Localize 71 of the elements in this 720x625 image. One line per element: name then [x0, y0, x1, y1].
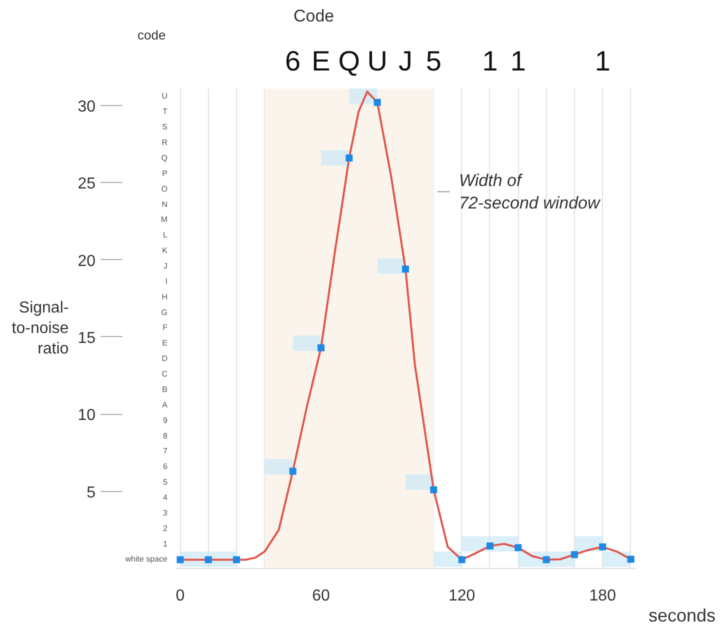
point — [486, 542, 494, 550]
text: 1 — [482, 46, 498, 76]
y-axis-title: Signal-to-noise ratio — [12, 300, 69, 358]
x-axis-title: seconds — [648, 606, 716, 625]
text: 1 — [510, 46, 526, 76]
y2-tick-label: T — [162, 107, 168, 116]
y2-tick-label: R — [162, 138, 168, 148]
point — [233, 556, 240, 564]
y2-tick-label: A — [162, 400, 168, 410]
y2-tick-label: 8 — [163, 431, 168, 440]
x-tick-label: 120 — [448, 588, 476, 604]
y2-tick-label: G — [161, 308, 168, 317]
y2-tick-label: M — [160, 215, 168, 224]
text: 6 — [285, 46, 301, 76]
y2-tick-label: 4 — [163, 493, 168, 502]
y-tick-label: 20 — [78, 252, 96, 270]
y2-tick-label: E — [162, 338, 168, 348]
y-tick-label: 5 — [86, 484, 96, 502]
point — [374, 98, 381, 106]
x-tick-label: 0 — [176, 588, 185, 604]
band-label: Width of 72-second window — [458, 170, 602, 213]
y2-tick-label: F — [162, 323, 168, 332]
x-tick-label: 60 — [312, 588, 330, 604]
point — [318, 344, 325, 352]
x-tick-label: 180 — [589, 588, 616, 604]
y2-tick-label: Q — [161, 153, 168, 162]
y2-tick-label: H — [162, 292, 168, 302]
point — [346, 154, 353, 162]
point — [458, 556, 466, 564]
y2-tick-label: U — [162, 92, 168, 101]
point — [627, 556, 634, 563]
y2-tick-label: 5 — [163, 478, 168, 487]
text: 5 — [426, 46, 442, 76]
y2-tick-label: 3 — [163, 508, 168, 518]
x2-axis-title: Code — [294, 6, 334, 26]
y2-tick-label: D — [162, 354, 168, 364]
point — [176, 556, 184, 564]
point — [599, 543, 606, 550]
point — [204, 556, 212, 564]
y-tick-label: 25 — [78, 176, 96, 193]
text: E — [312, 46, 330, 76]
y2-tick-label: P — [162, 168, 168, 178]
y2-tick-label: O — [161, 184, 168, 194]
y2-tick-label: K — [162, 246, 168, 256]
y-tick-label: 15 — [78, 330, 96, 347]
y2-tick-label: I — [165, 276, 168, 286]
text: J — [398, 46, 412, 76]
text: 1 — [594, 46, 610, 76]
y2-tick-label: 7 — [163, 446, 168, 456]
point — [430, 486, 438, 494]
point — [402, 266, 409, 273]
y2-axis-title: code — [138, 28, 166, 42]
point — [289, 468, 296, 475]
text: Q — [338, 46, 360, 76]
y2-tick-label: J — [164, 261, 168, 270]
y2-tick-label: 9 — [163, 416, 168, 425]
y2-tick-label: white space — [124, 554, 168, 564]
y2-tick-label: N — [162, 200, 168, 209]
y2-tick-label: B — [162, 384, 168, 394]
y2-tick-label: 6 — [163, 462, 168, 472]
y-tick-label: 10 — [78, 407, 96, 424]
point — [570, 551, 578, 558]
y2-tick-label: L — [163, 230, 168, 240]
y2-tick-label: S — [162, 122, 168, 132]
text: U — [367, 46, 388, 76]
point — [542, 556, 550, 564]
y-tick-label: 30 — [78, 98, 96, 116]
y2-tick-label: 1 — [163, 539, 168, 548]
y2-tick-label: 2 — [163, 524, 168, 533]
y2-tick-label: C — [162, 370, 168, 379]
point — [514, 544, 522, 552]
